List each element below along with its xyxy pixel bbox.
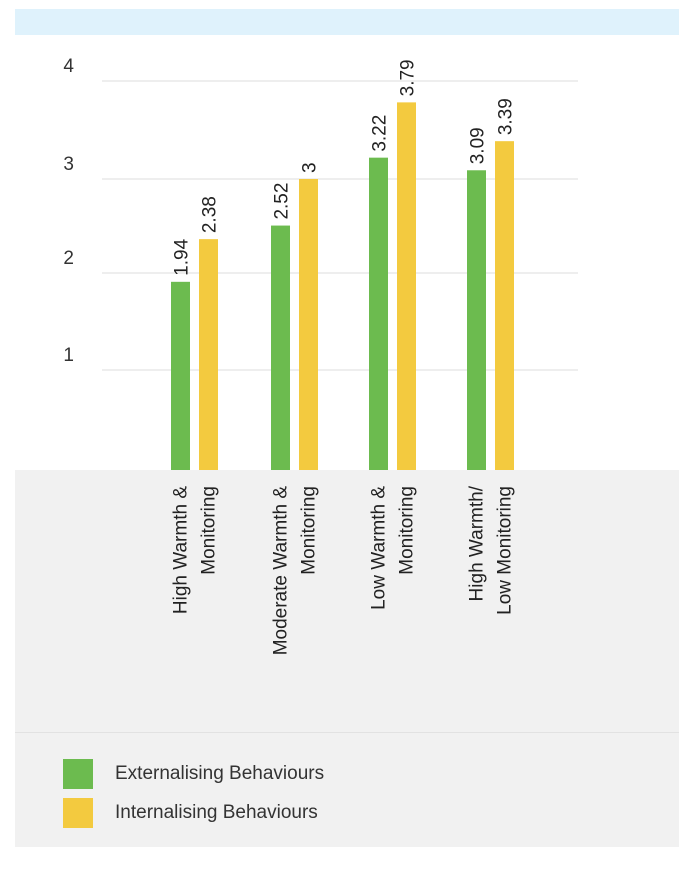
value-label-externalising-1: 2.52 [272,183,293,220]
y-tick-label-1: 1 [63,345,74,366]
category-label-3-line-1: Low Monitoring [495,486,516,615]
bars [171,102,514,471]
bar-chart: 1 2 3 4 1.94 2.52 3.22 3.09 2.38 3 3.79 3.39 High … [15,56,679,732]
bar-externalising-1 [271,225,290,470]
category-label-1-line-1: Monitoring [299,486,320,575]
category-label-0: High Warmth & Monitoring [171,486,220,614]
category-label-3-line-0: High Warmth/ [467,485,488,601]
bar-externalising-2 [369,157,388,470]
value-label-internalising-1: 3 [300,162,321,173]
category-label-panel [15,470,679,732]
value-label-externalising-2: 3.22 [370,115,391,152]
category-label-3: High Warmth/Low Monitoring [467,485,516,615]
bar-internalising-1 [299,179,318,470]
value-labels: 1.94 2.52 3.22 3.09 2.38 3 3.79 3.39 [172,59,517,275]
y-axis-ticks: 1 2 3 4 [63,56,74,366]
y-tick-label-4: 4 [63,56,74,77]
y-tick-label-3: 3 [63,154,74,175]
legend-item-externalising: Externalising Behaviours [63,758,324,790]
bar-internalising-2 [397,102,416,471]
category-label-2: Low Warmth & Monitoring [369,486,418,610]
value-label-internalising-3: 3.39 [496,98,517,135]
value-label-externalising-3: 3.09 [468,127,489,164]
bar-internalising-0 [199,239,218,470]
category-label-1: Moderate Warmth & Monitoring [271,486,320,656]
bar-externalising-0 [171,281,190,470]
category-labels: High Warmth & Monitoring Moderate Warmth &… [171,485,516,655]
bar-externalising-3 [467,170,486,470]
category-label-0-line-0: High Warmth & [171,486,192,614]
y-tick-label-2: 2 [63,248,74,269]
value-label-internalising-0: 2.38 [200,196,221,233]
category-label-2-line-1: Monitoring [397,486,418,575]
value-label-externalising-0: 1.94 [172,238,193,275]
legend-swatch-internalising [63,798,93,828]
header-band [15,9,679,35]
legend-label-internalising: Internalising Behaviours [115,802,318,823]
legend-label-externalising: Externalising Behaviours [115,763,325,784]
legend-item-internalising: Internalising Behaviours [63,797,318,829]
value-label-internalising-2: 3.79 [398,59,419,96]
category-label-2-line-0: Low Warmth & [369,486,390,610]
category-label-1-line-0: Moderate Warmth & [271,486,292,656]
legend: Externalising Behaviours Internalising B… [15,732,679,847]
category-label-0-line-1: Monitoring [199,486,220,575]
legend-swatch-externalising [63,759,93,789]
bar-internalising-3 [495,141,514,471]
